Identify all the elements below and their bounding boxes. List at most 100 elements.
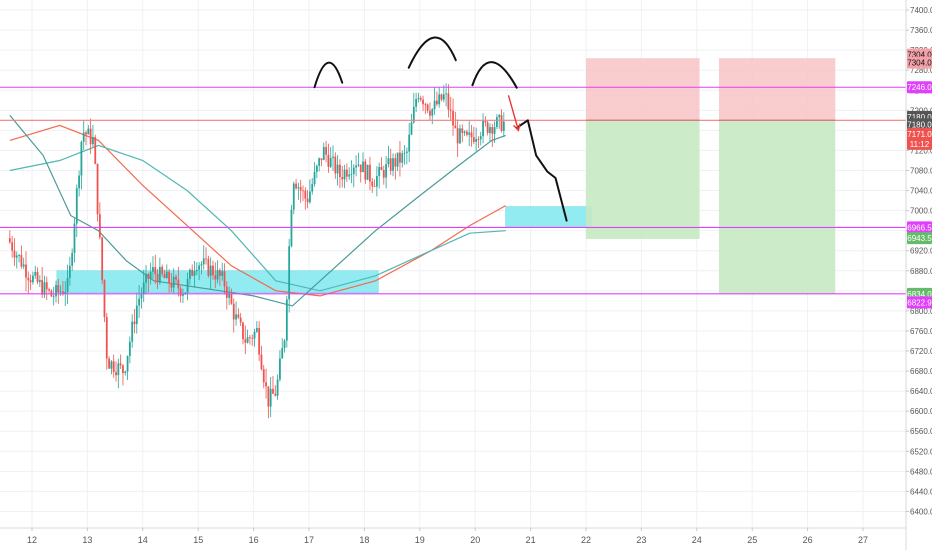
candle-body-bull [92,137,94,145]
candle-body-bull [34,272,37,276]
candle-body-bull [71,252,74,266]
demand-zone-rect[interactable] [505,206,592,228]
candle-body-bull [195,269,198,272]
candle-body-bull [255,328,258,332]
candle-body-bull [75,188,78,224]
down-arrow-head[interactable] [513,123,521,132]
candle-body-bull [482,121,484,137]
time-tick-label: 18 [359,535,369,545]
candle-body-bear [426,104,429,111]
candle-body-bear [223,271,226,287]
time-axis[interactable]: 12 13 14 15 16 17 18 19 20 21 22 23 24 25 26 27 [27,528,868,545]
price-tick-label: 6760.0 [910,327,932,336]
candle-body-bull [32,275,34,283]
candle-body-bull [269,388,272,407]
candle-body-bear [218,270,221,276]
candle-body-bull [362,161,364,173]
candle-body-bull [459,128,461,144]
candle-body-bear [262,369,265,383]
drawings[interactable] [313,36,568,222]
candle-body-bear [380,166,383,171]
candle-body-bear [179,288,182,296]
candle-body-bear [177,279,180,289]
candle-body-bull [352,167,355,175]
candle-body-bull [408,134,411,152]
candle-body-bear [11,242,14,251]
candle-body-bull [322,147,325,160]
head-shoulders-arc[interactable] [407,36,457,69]
candle-body-bear [419,97,422,100]
price-tick-label: 7360.0 [910,26,932,35]
short-positions[interactable] [586,58,836,294]
candles [8,83,505,419]
candle-body-bull [172,276,175,288]
candle-body-bull [188,269,191,279]
candle-body-bull [124,371,127,374]
candle-body-bull [375,176,378,187]
candle-body-bull [438,94,441,105]
candle-body-bear [133,321,136,325]
price-label-box [907,56,932,69]
candle-body-bear [345,169,348,177]
candle-body-bull [309,191,311,203]
position-stop-zone[interactable] [586,58,700,121]
candle-body-bull [433,100,436,110]
candle-body-bear [470,132,473,138]
candle-body-bull [285,299,288,341]
candle-body-bull [475,139,478,142]
candle-body-bear [62,291,64,294]
position-stop-zone[interactable] [718,58,836,121]
down-arrow-shaft[interactable] [507,95,520,131]
candle-body-bear [491,127,494,134]
candle-body-bull [145,273,147,283]
candle-body-bull [489,127,491,133]
price-label-text: 7180.0 [907,120,932,129]
candle-body-bear [161,266,164,274]
candle-body-bull [276,379,279,396]
time-tick-label: 19 [415,535,425,545]
candle-body-bull [396,152,399,167]
candle-body-bear [112,361,115,372]
candle-body-bear [435,100,438,105]
candle-body-bull [140,294,143,299]
price-tick-label: 6520.0 [910,447,932,456]
price-label-box [907,127,932,140]
candle-body-bear [41,280,44,295]
horizontal-lines[interactable] [0,86,906,295]
candle-body-bull [110,361,113,369]
candle-body-bear [230,293,233,304]
candle-body-bear [29,280,32,283]
price-tick-label: 6480.0 [910,467,932,476]
price-label-text: 6822.9 [907,298,932,307]
candle-body-bull [200,264,203,266]
candle-body-bull [313,171,316,184]
candle-body-bull [392,158,394,171]
time-tick-label: 23 [636,535,646,545]
candle-body-bull [216,270,219,280]
candle-body-bull [318,158,321,166]
head-shoulders-arc[interactable] [471,61,518,89]
candle-body-bear [147,273,150,279]
candle-body-bear [440,94,443,100]
candle-body-bear [334,156,337,174]
price-tick-label: 7080.0 [910,166,932,175]
candle-body-bear [122,365,124,374]
candle-body-bull [410,122,413,135]
position-target-zone[interactable] [718,120,836,294]
price-tick-label: 6600.0 [910,407,932,416]
price-tick-label: 6400.0 [910,507,932,516]
time-tick-label: 21 [526,535,536,545]
head-shoulders-arc[interactable] [313,61,344,89]
price-label-text: 6966.5 [907,223,932,232]
candle-body-bull [385,164,387,178]
candle-body-bull [165,271,168,279]
candle-body-bear [267,386,270,407]
position-target-zone[interactable] [586,120,700,239]
candle-body-bear [339,164,341,178]
candle-body-bear [304,190,307,199]
price-label-text: 7246.0 [907,83,932,92]
candle-body-bear [461,128,464,133]
projected-path-line[interactable] [515,119,568,222]
price-tick-label: 7200.0 [910,106,932,115]
